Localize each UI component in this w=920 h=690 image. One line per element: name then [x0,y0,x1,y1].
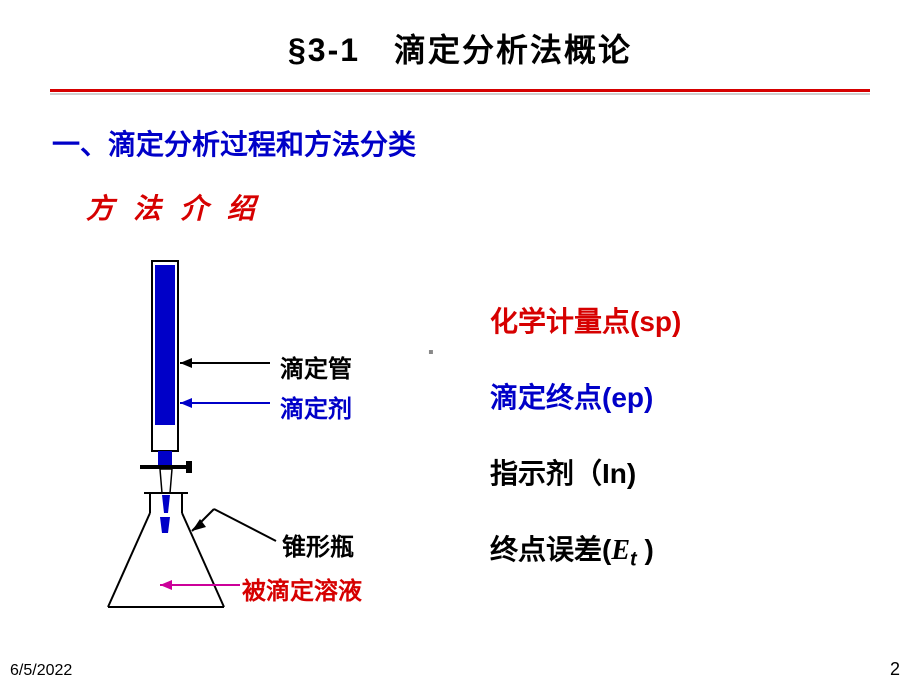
term-indicator: 指示剂（In) [490,452,890,492]
slide-title: §3-1 滴定分析法概论 [0,0,920,89]
term-error: 终点误差(Et ) [490,528,890,572]
term-error-var: E [611,535,630,566]
term-error-prefix: 终点误差( [490,534,611,565]
title-underline [50,89,870,95]
term-ep: 滴定终点(ep) [490,376,890,416]
label-flask: 锥形瓶 [282,527,354,562]
footer-page-number: 2 [890,659,900,680]
label-titrant: 滴定剂 [280,389,352,424]
term-sp: 化学计量点(sp) [490,300,890,340]
label-burette: 滴定管 [280,349,352,384]
term-error-sub: t [630,549,637,571]
label-analyte: 被滴定溶液 [242,571,362,606]
heading-method-intro: 方 法 介 绍 [86,187,920,227]
footer-date: 6/5/2022 [10,662,72,680]
term-error-suffix: ) [637,534,654,565]
terms-list: 化学计量点(sp) 滴定终点(ep) 指示剂（In) 终点误差(Et ) [490,300,890,608]
heading-section: 一、滴定分析过程和方法分类 [52,123,920,163]
titration-diagram: 滴定管 滴定剂 锥形瓶 被滴定溶液 [80,255,460,635]
